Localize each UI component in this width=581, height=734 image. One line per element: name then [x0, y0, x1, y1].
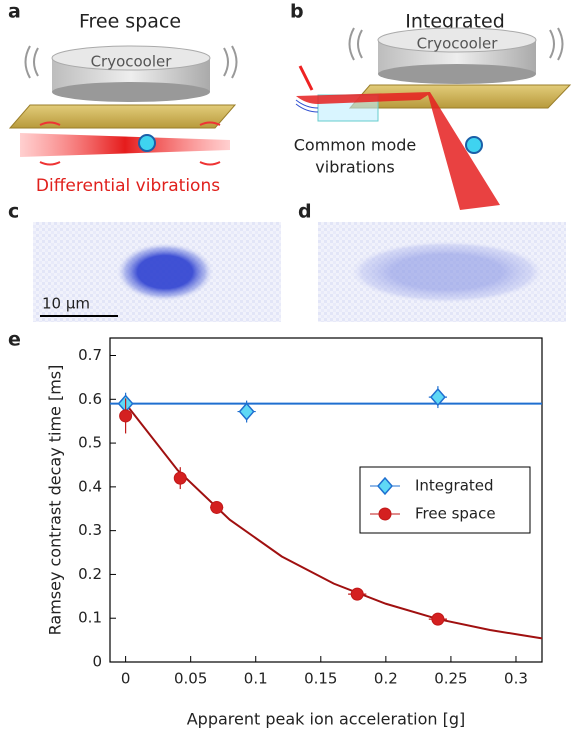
legend-marker [377, 476, 393, 496]
plot-frame [109, 337, 543, 663]
marker [238, 402, 255, 421]
legend-label: Free space [415, 505, 496, 523]
ion-image [115, 242, 215, 302]
y-tick-label: 0.1 [78, 609, 102, 627]
device-label: Cryocooler [417, 35, 499, 53]
ion-image [347, 240, 547, 304]
legend-marker [378, 507, 392, 521]
panel-title: Free space [79, 11, 181, 33]
x-tick-label: 0.1 [244, 670, 268, 688]
panel-label: a [8, 1, 21, 23]
x-tick-label: 0 [121, 670, 131, 688]
marker [429, 387, 446, 407]
y-tick-label: 0.5 [78, 434, 102, 452]
x-tick-label: 0.2 [374, 670, 398, 688]
panel-label: e [8, 329, 21, 351]
y-tick-label: 0.4 [78, 477, 102, 495]
legend-box [359, 466, 531, 534]
marker [119, 409, 133, 423]
x-axis-label: Apparent peak ion acceleration [g] [187, 710, 466, 729]
cryocooler-a [8, 45, 238, 166]
cryocooler-b [295, 27, 572, 210]
marker [350, 587, 364, 601]
x-tick-label: 0.15 [304, 670, 337, 688]
caption: Common mode [294, 136, 417, 155]
legend-label: Integrated [415, 477, 494, 495]
y-tick-label: 0 [92, 653, 102, 671]
chart: 0 0.05 0.1 0.15 0.2 0.25 0.3 0 0.1 0.2 0.3 0.4 0.5 0.… [46, 337, 543, 729]
y-tick-label: 0.6 [78, 390, 102, 408]
x-tick-label: 0.3 [504, 670, 528, 688]
scale-label: 10 μm [42, 295, 90, 313]
x-tick-label: 0.25 [434, 670, 467, 688]
y-tick-label: 0.2 [78, 565, 102, 583]
panel-label: c [8, 201, 19, 223]
panel-label: d [298, 201, 312, 223]
caption: vibrations [315, 158, 394, 177]
y-tick-label: 0.3 [78, 521, 102, 539]
fit-line [124, 403, 543, 640]
marker [431, 612, 445, 626]
panel-label: b [290, 1, 304, 23]
marker [173, 471, 187, 485]
device-label: Cryocooler [91, 53, 173, 71]
x-tick-label: 0.05 [174, 670, 207, 688]
panel-title: Integrated [405, 11, 505, 33]
marker [210, 500, 224, 514]
caption: Differential vibrations [36, 176, 220, 196]
y-axis-label: Ramsey contrast decay time [ms] [46, 365, 65, 636]
y-tick-label: 0.7 [78, 346, 102, 364]
